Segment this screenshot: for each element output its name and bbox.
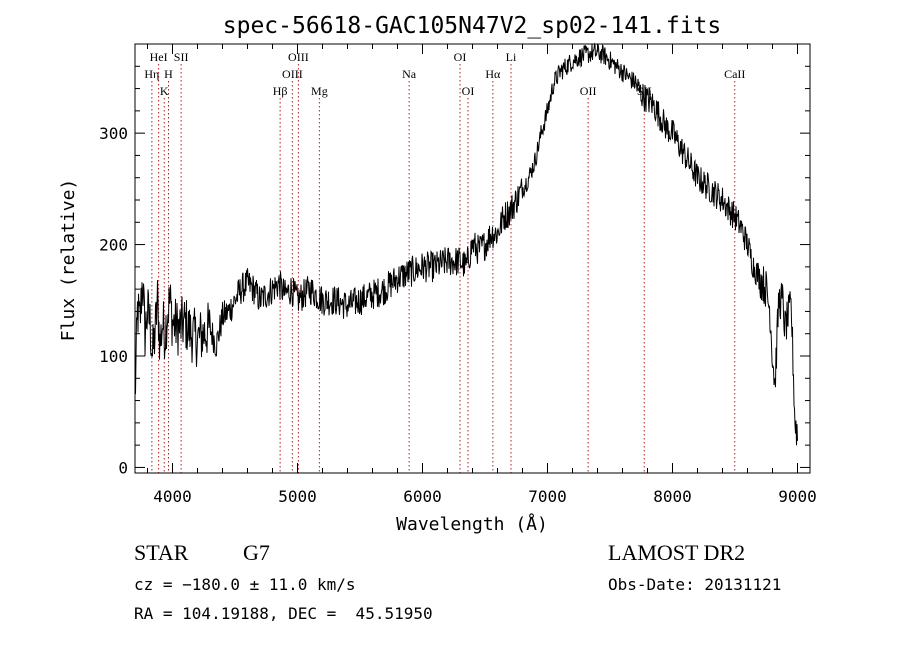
spectrum-chart: spec-56618-GAC105N47V2_sp02-141.fits HeI… bbox=[58, 13, 817, 535]
subclass-label: G7 bbox=[243, 540, 270, 565]
line-label: Li bbox=[506, 50, 517, 64]
line-label: OI bbox=[454, 50, 467, 64]
x-tick-label: 8000 bbox=[653, 487, 692, 506]
line-label: OIII bbox=[282, 67, 303, 81]
line-label: Hα bbox=[485, 67, 501, 81]
line-label: Hη bbox=[144, 67, 159, 81]
flux-series bbox=[134, 42, 798, 446]
line-label: OIII bbox=[288, 50, 309, 64]
line-label: H bbox=[164, 67, 173, 81]
x-tick-label: 7000 bbox=[528, 487, 567, 506]
x-tick-label: 5000 bbox=[278, 487, 317, 506]
y-tick-label: 200 bbox=[99, 236, 128, 255]
coordinates-label: RA = 104.19188, DEC = 45.51950 bbox=[134, 604, 433, 623]
chart-title: spec-56618-GAC105N47V2_sp02-141.fits bbox=[223, 13, 722, 39]
line-label: K bbox=[160, 84, 169, 98]
line-label: SII bbox=[174, 50, 189, 64]
x-tick-label: 9000 bbox=[778, 487, 817, 506]
line-label: CaII bbox=[724, 67, 745, 81]
line-label: OI bbox=[462, 84, 475, 98]
y-axis-label: Flux (relative) bbox=[58, 179, 79, 342]
y-axis: 0 100 200 300 bbox=[99, 65, 810, 477]
y-tick-label: 0 bbox=[118, 458, 128, 477]
x-tick-label: 4000 bbox=[153, 487, 192, 506]
survey-label: LAMOST DR2 bbox=[608, 540, 746, 565]
line-label: Na bbox=[402, 67, 417, 81]
line-label: HeI bbox=[150, 50, 168, 64]
y-tick-label: 100 bbox=[99, 347, 128, 366]
line-label: OII bbox=[580, 84, 597, 98]
x-axis-label: Wavelength (Å) bbox=[396, 513, 548, 535]
x-tick-label: 6000 bbox=[403, 487, 442, 506]
x-axis: 4000 5000 6000 7000 8000 9000 bbox=[147, 44, 817, 506]
plot-frame bbox=[134, 43, 811, 474]
line-label: Hβ bbox=[273, 84, 288, 98]
flux-line bbox=[134, 42, 798, 446]
obs-date-label: Obs-Date: 20131121 bbox=[608, 575, 782, 594]
y-tick-label: 300 bbox=[99, 124, 128, 143]
redshift-label: cz = −180.0 ± 11.0 km/s bbox=[134, 575, 356, 594]
line-label: Mg bbox=[311, 84, 328, 98]
class-label: STAR bbox=[134, 540, 189, 565]
